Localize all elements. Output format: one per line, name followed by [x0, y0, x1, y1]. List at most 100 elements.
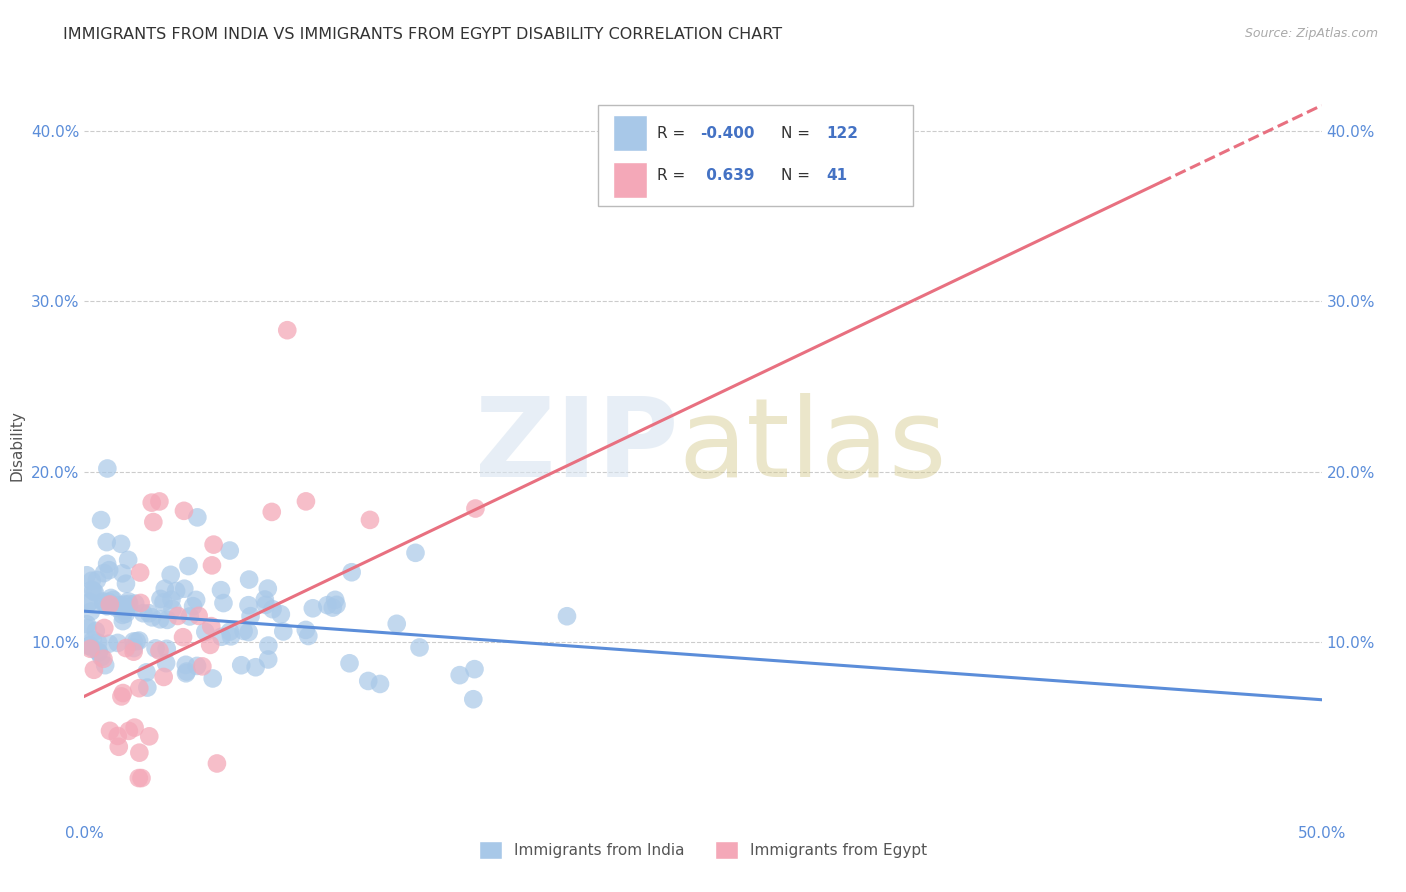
Point: [218, 543, 240, 558]
Point: [107, 739, 129, 754]
Point: [152, 595, 174, 609]
Point: [111, 566, 134, 581]
Point: [98, 598, 121, 612]
Point: [83, 663, 105, 677]
Text: N =: N =: [780, 169, 815, 184]
Point: [100, 591, 122, 605]
Point: [115, 600, 138, 615]
Point: [159, 567, 181, 582]
Point: [209, 583, 232, 598]
Point: [232, 624, 254, 638]
Point: [82, 583, 104, 598]
Point: [262, 602, 284, 616]
Point: [132, 606, 155, 620]
Point: [160, 592, 183, 607]
Text: atlas: atlas: [678, 392, 946, 500]
FancyBboxPatch shape: [598, 105, 914, 206]
Point: [97, 595, 120, 609]
Point: [83, 585, 105, 599]
Point: [128, 633, 150, 648]
Point: [87, 645, 110, 659]
Point: [239, 609, 262, 624]
Point: [211, 630, 233, 644]
Point: [245, 660, 267, 674]
Text: 122: 122: [827, 126, 859, 141]
Point: [82, 633, 104, 648]
Point: [80, 605, 103, 619]
Legend: Immigrants from India, Immigrants from Egypt: Immigrants from India, Immigrants from E…: [472, 835, 934, 865]
Point: [166, 609, 188, 624]
Point: [205, 756, 228, 771]
Point: [238, 573, 260, 587]
Point: [122, 634, 145, 648]
Point: [405, 546, 427, 560]
Point: [86, 573, 108, 587]
Point: [276, 323, 298, 337]
Point: [152, 670, 174, 684]
Point: [162, 602, 184, 616]
Point: [110, 537, 132, 551]
Point: [555, 609, 578, 624]
Point: [260, 505, 283, 519]
Point: [87, 636, 110, 650]
Point: [385, 616, 408, 631]
FancyBboxPatch shape: [613, 162, 647, 198]
Point: [173, 582, 195, 596]
Point: [359, 513, 381, 527]
Point: [201, 558, 224, 573]
Point: [111, 686, 134, 700]
Point: [115, 641, 138, 656]
Text: N =: N =: [780, 126, 815, 141]
Point: [107, 636, 129, 650]
Point: [93, 566, 115, 580]
Point: [294, 623, 316, 637]
Point: [129, 596, 152, 610]
Point: [256, 582, 278, 596]
Point: [202, 538, 225, 552]
Point: [80, 582, 103, 597]
Point: [408, 640, 430, 655]
Point: [135, 665, 157, 680]
Point: [77, 596, 100, 610]
Point: [173, 504, 195, 518]
Text: IMMIGRANTS FROM INDIA VS IMMIGRANTS FROM EGYPT DISABILITY CORRELATION CHART: IMMIGRANTS FROM INDIA VS IMMIGRANTS FROM…: [63, 27, 782, 42]
Point: [198, 638, 221, 652]
Text: ZIP: ZIP: [475, 392, 678, 500]
Point: [316, 598, 339, 612]
Point: [322, 600, 344, 615]
Point: [103, 592, 125, 607]
Point: [115, 607, 138, 621]
Point: [76, 568, 98, 582]
Point: [136, 681, 159, 695]
Point: [153, 582, 176, 596]
Point: [201, 672, 224, 686]
Point: [179, 609, 201, 624]
Point: [114, 603, 136, 617]
Point: [84, 624, 107, 638]
Point: [191, 659, 214, 673]
Point: [463, 692, 485, 706]
Point: [325, 598, 347, 612]
Text: Source: ZipAtlas.com: Source: ZipAtlas.com: [1244, 27, 1378, 40]
Point: [141, 610, 163, 624]
Point: [297, 629, 319, 643]
Point: [79, 639, 101, 653]
Point: [128, 746, 150, 760]
Point: [93, 621, 115, 635]
Point: [149, 612, 172, 626]
Text: 41: 41: [827, 169, 848, 184]
Point: [184, 593, 207, 607]
Point: [194, 624, 217, 639]
Point: [174, 666, 197, 681]
Point: [76, 617, 98, 632]
Point: [117, 594, 139, 608]
Point: [148, 643, 170, 657]
Point: [149, 591, 172, 606]
Point: [238, 625, 260, 640]
Point: [186, 510, 208, 524]
Point: [295, 494, 318, 508]
Point: [174, 657, 197, 672]
Text: R =: R =: [657, 126, 690, 141]
Point: [339, 657, 361, 671]
Point: [82, 641, 104, 656]
